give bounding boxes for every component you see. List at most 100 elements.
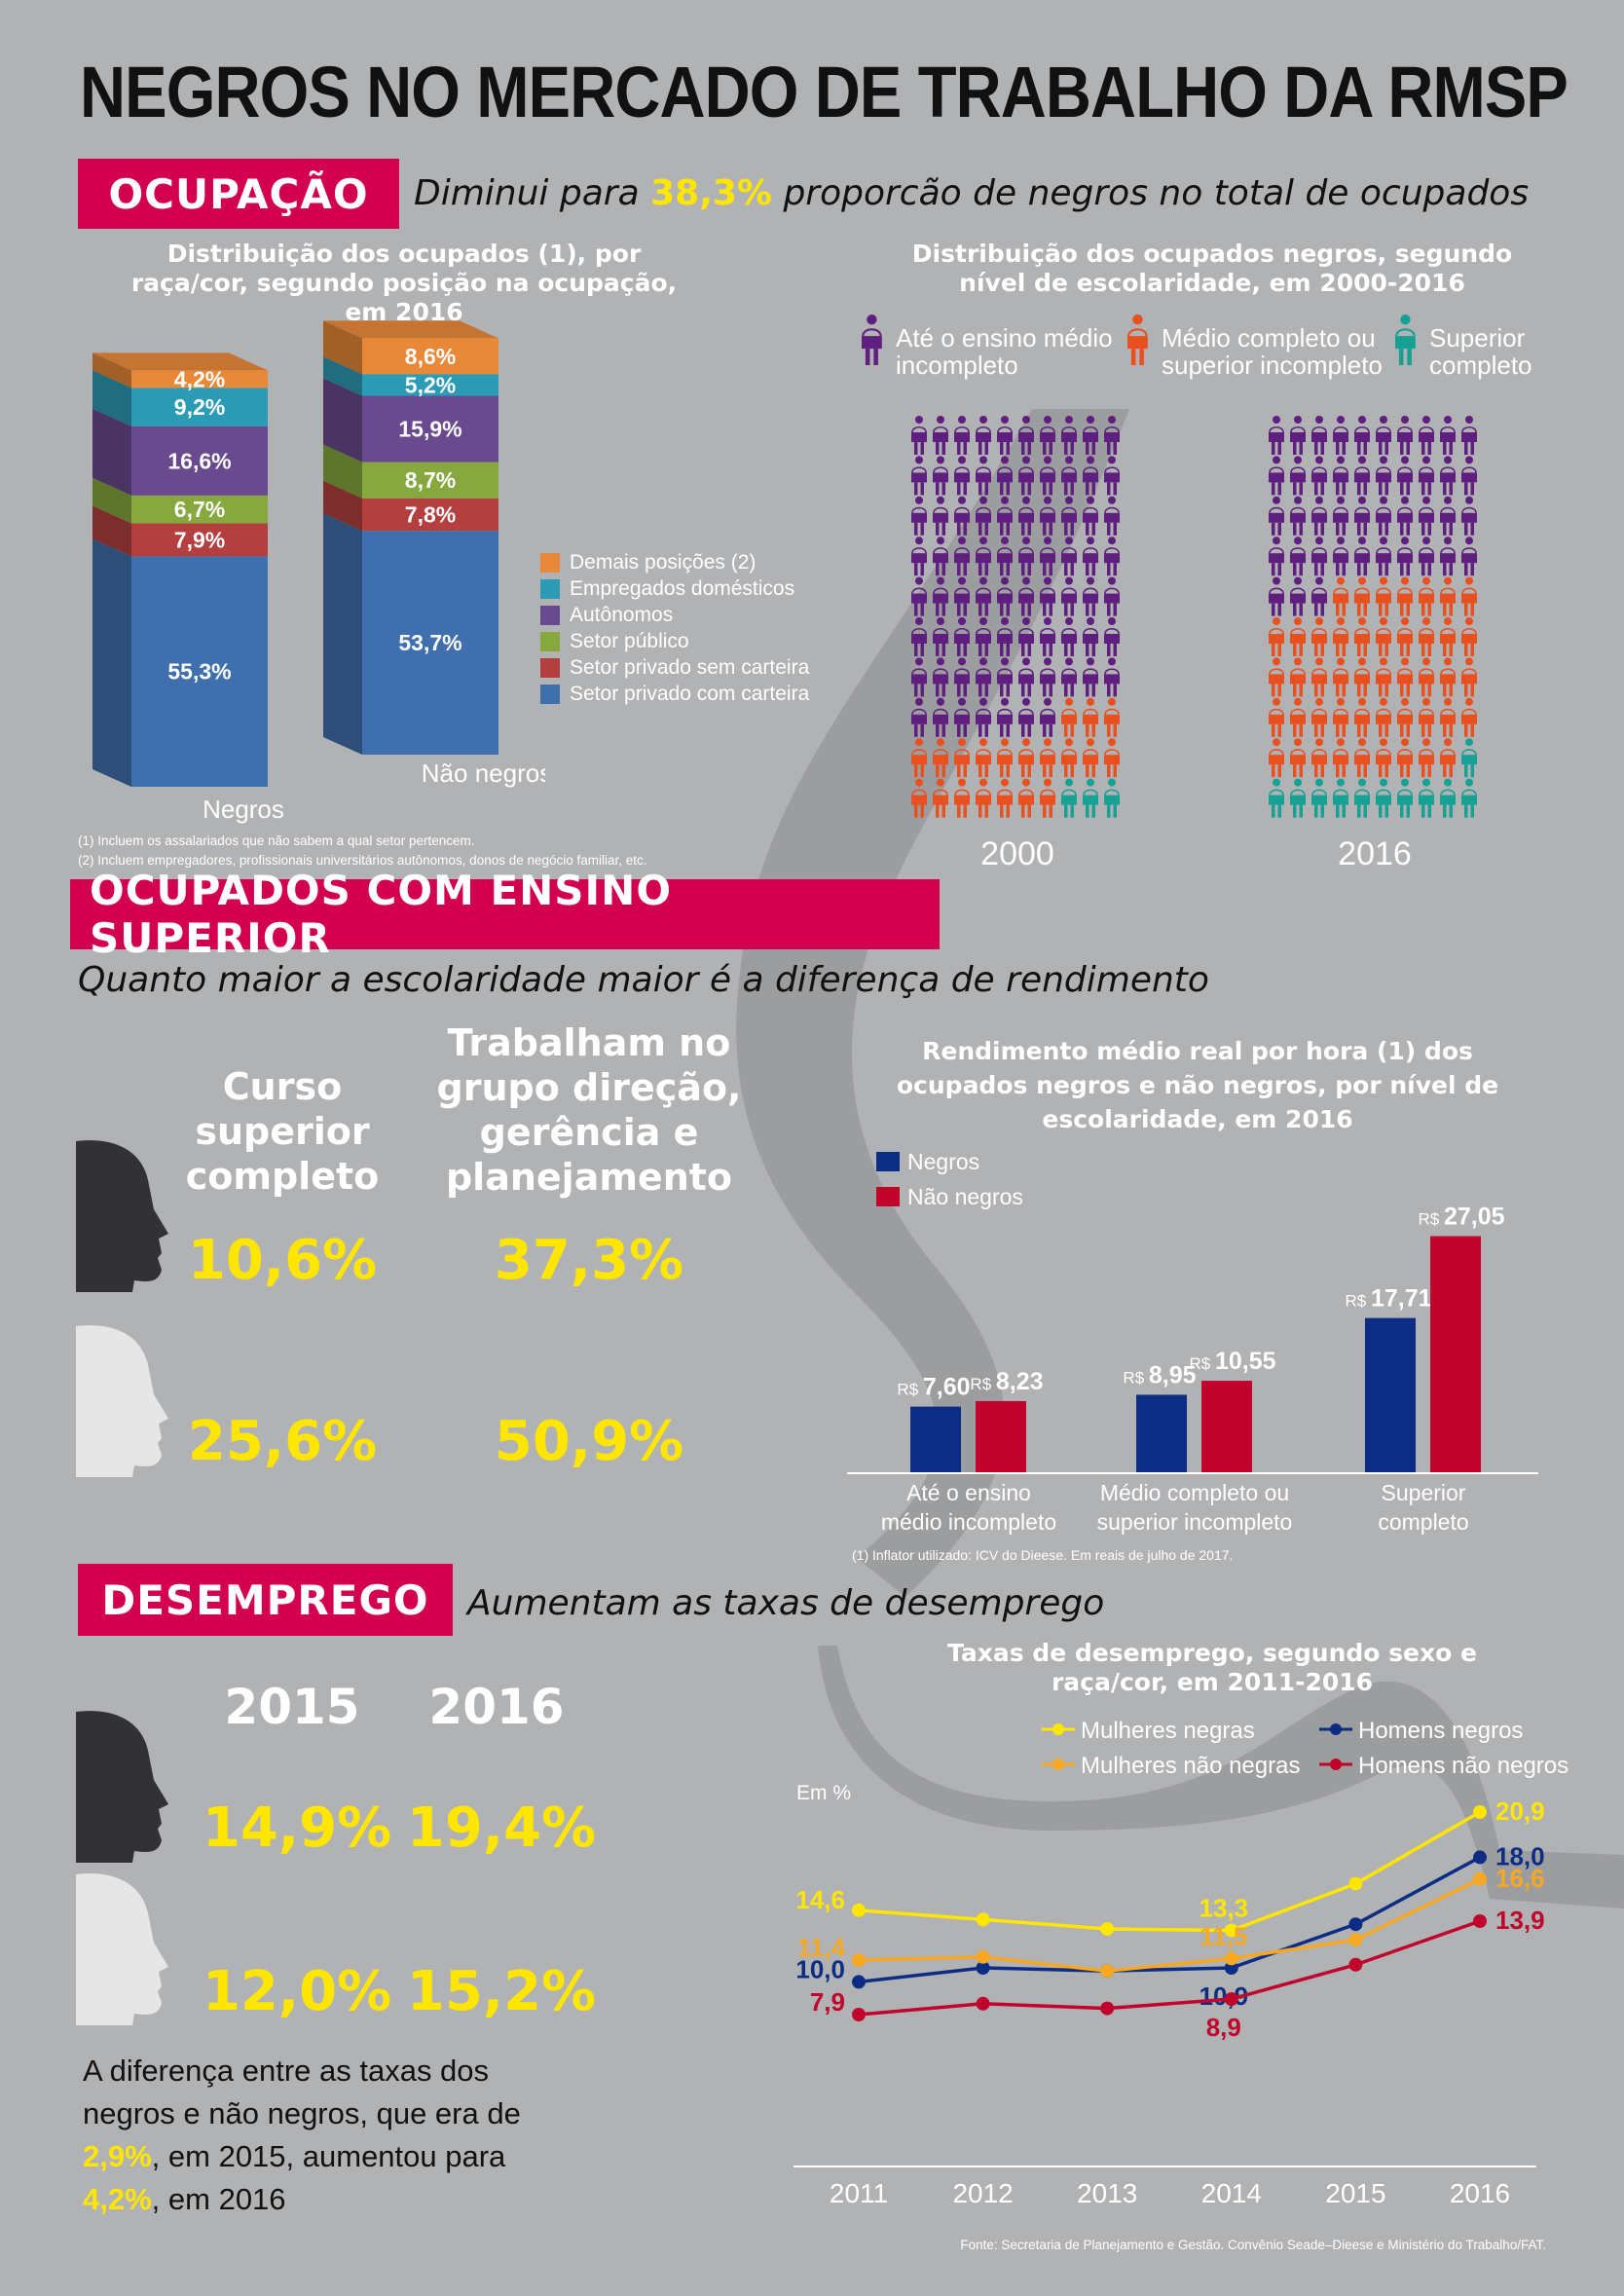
legend-label: Homens não negros [1358,1753,1569,1779]
person-head [1444,657,1452,666]
person-leg [1091,684,1095,697]
person-shoulders [933,426,948,433]
person-body [997,432,1013,442]
person-body [1104,795,1120,805]
person-body [911,553,927,564]
person-shoulders [1040,789,1055,796]
person-leg [1342,684,1346,697]
person-leg [1421,442,1425,455]
person-icon [1354,657,1370,697]
person-shoulders [1419,708,1434,715]
person-shoulders [997,426,1013,433]
desemprego-subtitle: Aumentam as taxas de desemprego [467,1583,1105,1623]
person-leg [1006,684,1010,697]
person-body [1269,472,1284,483]
person-shoulders [1269,789,1284,796]
person-icon [1269,496,1284,536]
person-icon [1104,617,1120,656]
data-label: 8,9 [1206,2013,1241,2042]
person-icon [1376,537,1391,576]
person-leg [978,563,982,576]
person-body [1461,432,1477,442]
person-icon [1269,416,1284,455]
person-leg [1427,684,1431,697]
data-point [1224,1951,1238,1966]
person-body [1040,432,1055,442]
person-leg [1113,764,1117,778]
person-head [915,738,923,747]
person-icon [976,416,991,455]
person-icon [911,496,927,536]
person-leg [1406,442,1410,455]
person-leg [1470,522,1474,536]
bar-segment [362,374,498,396]
person-head [1465,537,1473,545]
person-leg [1027,482,1031,496]
person-icon [933,738,948,778]
person-icon [1311,617,1327,656]
person-head [1001,617,1009,625]
pictogram-chart: 2000 2016 [911,416,1477,872]
person-leg [1379,482,1383,496]
person-body [933,472,948,483]
person-body [862,336,882,350]
person-body [911,714,927,724]
person-shoulders [1018,547,1034,554]
person-shoulders [1440,627,1456,635]
person-leg [1379,723,1383,737]
person-leg [963,804,967,818]
person-leg [1379,764,1383,778]
person-icon [1104,496,1120,536]
person-head [1108,456,1116,464]
person-body [997,674,1013,685]
person-shoulders [1040,627,1055,635]
person-icon [1440,456,1456,496]
person-icon [997,617,1013,656]
person-body [1269,634,1284,644]
person-icon [1018,617,1034,656]
person-shoulders [1083,587,1098,594]
person-head [1087,778,1094,787]
person-leg [1363,644,1367,656]
person-leg [1379,684,1383,697]
bar-segment [362,531,498,755]
person-icon [1440,697,1456,737]
bar-top-face [323,320,498,339]
person-head [1337,738,1345,747]
person-body [1397,553,1413,564]
person-head [958,496,966,504]
person-body [1354,714,1370,724]
category-label: Até o ensino médio incompleto [881,1480,1056,1535]
person-leg [1443,764,1447,778]
person-icon [1461,657,1477,697]
data-point [1348,1957,1363,1972]
person-shoulders [997,547,1013,554]
person-leg [1379,804,1383,818]
person-body [1269,795,1284,805]
person-body [1104,472,1120,483]
person-icon [1290,576,1306,616]
person-head [1422,778,1430,787]
page-title: NEGROS NO MERCADO DE TRABALHO DA RMSP [80,52,1569,132]
person-icon [933,456,948,496]
person-icon [997,738,1013,778]
person-leg [1107,684,1111,697]
person-body [1461,755,1477,765]
person-leg [984,684,988,697]
person-shoulders [933,627,948,635]
person-body [954,472,970,483]
person-icon [911,537,927,576]
person-icon [1461,496,1477,536]
person-head [1380,738,1387,747]
person-head [1380,697,1387,706]
person-leg [978,442,982,455]
person-shoulders [1290,587,1306,594]
bar-side-segment [323,480,362,532]
person-icon [1397,576,1413,616]
person-body [1354,472,1370,483]
person-head [1001,657,1009,666]
person-body [1061,512,1077,523]
person-leg [1293,603,1297,616]
source-note: Fonte: Secretaria de Planejamento e Gest… [960,2238,1546,2252]
person-leg [1064,644,1068,656]
